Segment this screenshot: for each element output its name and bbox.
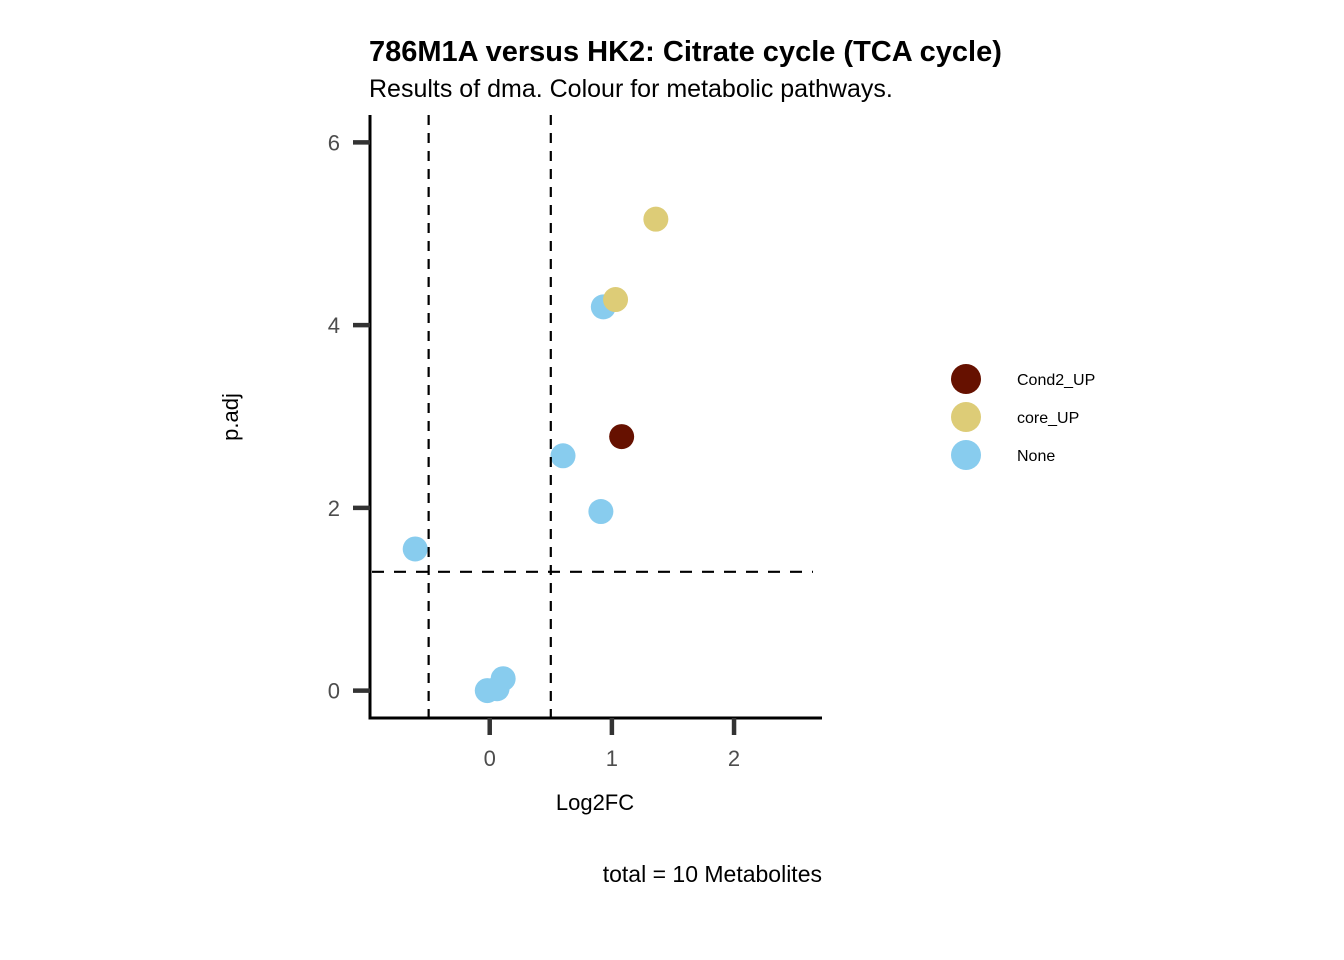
- data-point-cond2-up: [609, 424, 635, 450]
- chart-caption: total = 10 Metabolites: [603, 861, 822, 887]
- legend-key-none: [951, 440, 981, 470]
- chart-subtitle: Results of dma. Colour for metabolic pat…: [369, 75, 893, 103]
- y-tick-label: 0: [328, 679, 340, 704]
- points-layer: [402, 206, 669, 704]
- data-point-none: [550, 443, 576, 469]
- y-tick-label: 6: [328, 130, 340, 155]
- axes: [368, 115, 822, 720]
- data-point-none: [588, 499, 614, 525]
- legend-label: Cond2_UP: [1017, 372, 1095, 389]
- chart-title: 786M1A versus HK2: Citrate cycle (TCA cy…: [369, 36, 1002, 68]
- data-point-core-up: [643, 206, 669, 232]
- reference-lines: [372, 115, 813, 718]
- x-ticks: 0 1 2: [484, 718, 740, 771]
- legend-label: None: [1017, 448, 1055, 465]
- y-tick-label: 2: [328, 496, 340, 521]
- x-tick-label: 1: [606, 746, 618, 771]
- legend-label: core_UP: [1017, 410, 1079, 427]
- legend-key-cond2-up: [951, 364, 981, 394]
- y-tick-label: 4: [328, 313, 340, 338]
- legend: Cond2_UP core_UP None: [951, 364, 1095, 470]
- legend-key-core-up: [951, 402, 981, 432]
- data-point-core-up: [603, 287, 629, 313]
- x-tick-label: 0: [484, 746, 496, 771]
- y-axis-title: p.adj: [218, 393, 243, 441]
- x-tick-label: 2: [728, 746, 740, 771]
- data-point-none: [490, 666, 516, 692]
- x-axis-title: Log2FC: [556, 790, 634, 815]
- y-ticks: 0 2 4 6: [328, 130, 370, 704]
- data-point-none: [402, 536, 428, 562]
